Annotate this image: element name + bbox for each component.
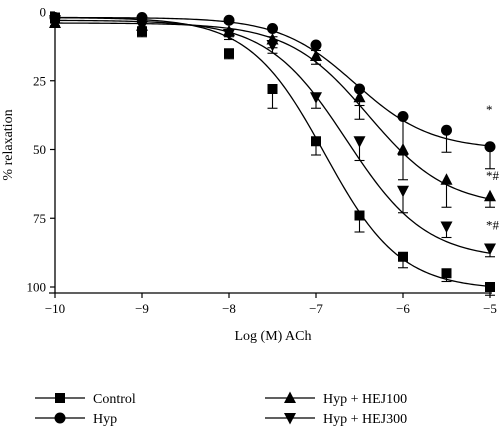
data-point-triangle-down xyxy=(353,136,366,148)
data-point-triangle-down xyxy=(397,185,409,198)
data-point-square xyxy=(311,136,321,147)
fit-curve-0 xyxy=(54,17,491,288)
data-point-circle xyxy=(484,141,496,153)
data-point-triangle-up xyxy=(310,49,322,61)
x-axis-label: Log (M) ACh xyxy=(235,329,312,344)
significance-marker: * xyxy=(486,102,493,117)
legend-marker-triangle-up xyxy=(284,391,296,403)
x-tick-label: −6 xyxy=(396,301,410,316)
data-point-square xyxy=(267,84,278,94)
fit-curve-3 xyxy=(54,19,491,254)
data-point-triangle-up xyxy=(484,189,496,202)
data-point-square xyxy=(398,251,408,262)
legend-marker-triangle-down xyxy=(284,413,296,425)
data-point-circle xyxy=(267,23,278,34)
data-point-triangle-up xyxy=(440,173,453,185)
data-point-circle xyxy=(310,39,322,51)
x-tick-label: −9 xyxy=(135,301,149,316)
data-points xyxy=(49,12,496,292)
legend-marker-square xyxy=(55,393,65,403)
data-point-triangle-down xyxy=(310,92,322,104)
legend-label: Hyp + HEJ300 xyxy=(323,412,407,427)
x-tick-label: −8 xyxy=(222,301,236,316)
x-tick-label: −5 xyxy=(483,301,497,316)
data-point-triangle-down xyxy=(484,243,496,255)
y-tick-label: 75 xyxy=(33,211,46,226)
legend-label: Hyp + HEJ100 xyxy=(323,392,407,407)
data-point-circle xyxy=(441,124,452,136)
y-tick-label: 25 xyxy=(33,73,46,88)
data-point-circle xyxy=(354,83,365,95)
data-point-triangle-up xyxy=(353,90,366,103)
data-point-triangle-up xyxy=(397,143,409,155)
significance-marker: *# xyxy=(486,168,500,183)
fit-curves xyxy=(54,16,491,288)
data-point-square xyxy=(441,268,452,279)
y-tick-label: 100 xyxy=(27,280,47,295)
legend-item: Hyp + HEJ100 xyxy=(265,391,407,407)
data-point-circle xyxy=(136,12,148,23)
legend-marker-circle xyxy=(54,412,66,424)
data-point-square xyxy=(354,210,365,221)
significance-annotations: * *# *# xyxy=(486,102,500,233)
significance-marker: *# xyxy=(486,217,500,232)
legend-label: Hyp xyxy=(93,412,117,427)
x-tick-label: −7 xyxy=(309,301,323,316)
axes: 0 25 50 75 100 −10 −9 −8 −7 −6 −5 xyxy=(27,5,497,317)
data-point-triangle-down xyxy=(223,29,235,41)
legend-item: Hyp + HEJ300 xyxy=(265,412,407,427)
data-point-triangle-down xyxy=(440,221,453,233)
legend-item: Control xyxy=(35,392,136,407)
x-tick-label: −10 xyxy=(45,301,65,316)
data-point-square xyxy=(224,48,234,59)
y-tick-label: 0 xyxy=(40,5,47,20)
data-point-square xyxy=(485,282,495,292)
data-point-triangle-down xyxy=(49,15,61,27)
data-point-triangle-down xyxy=(266,40,279,52)
error-bars xyxy=(50,17,495,296)
legend: Control Hyp Hyp + HEJ100 Hyp + HEJ300 xyxy=(35,391,407,427)
legend-label: Control xyxy=(93,392,136,407)
data-point-circle xyxy=(397,111,409,122)
data-point-triangle-down xyxy=(136,20,148,33)
y-tick-label: 50 xyxy=(33,142,46,157)
y-axis-label: % relaxation xyxy=(1,109,16,180)
legend-item: Hyp xyxy=(35,412,117,427)
data-point-circle xyxy=(223,14,235,26)
